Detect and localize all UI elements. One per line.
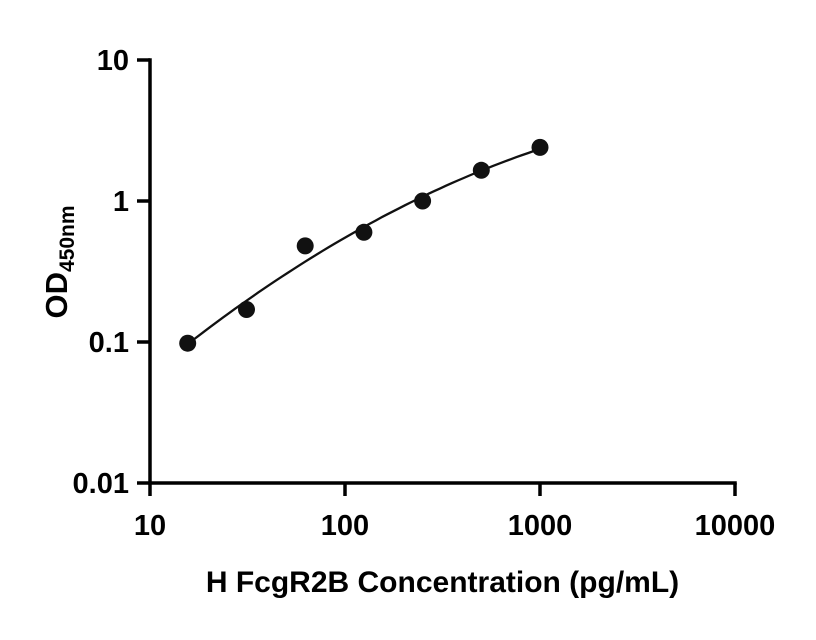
y-axis-title-main: OD [39, 272, 74, 319]
axis-spines [148, 58, 737, 485]
data-point [296, 237, 314, 255]
y-axis-title-sub: 450nm [56, 205, 79, 273]
x-axis-title: H FcgR2B Concentration (pg/mL) [205, 566, 680, 599]
data-point [238, 301, 255, 318]
data-point [414, 192, 432, 210]
data-point [355, 223, 373, 241]
data-point [472, 161, 490, 179]
y-tick-label: 10 [97, 45, 129, 77]
y-tick-label: 0.1 [89, 327, 129, 359]
x-tick-label: 10 [134, 510, 166, 542]
x-tick-label: 100 [321, 510, 369, 542]
y-tick-label: 1 [113, 186, 129, 218]
data-point [179, 334, 197, 352]
data-point [531, 138, 549, 156]
x-tick-label: 1000 [508, 510, 573, 542]
y-axis-title: OD450nm [39, 205, 79, 319]
y-tick-label: 0.01 [73, 468, 129, 500]
x-tick-label: 10000 [695, 510, 776, 542]
